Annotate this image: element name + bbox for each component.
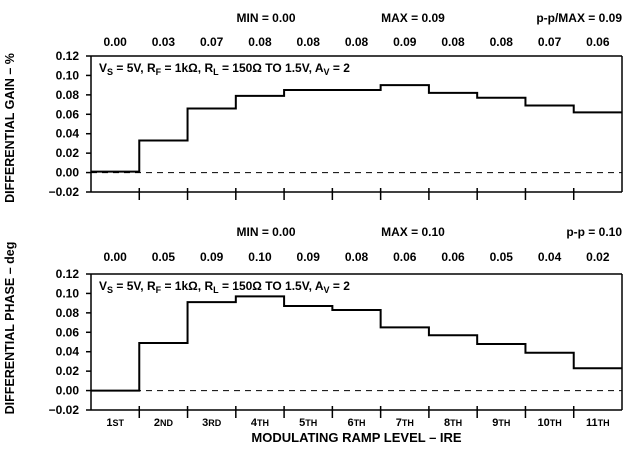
step-value-label: 0.09 — [393, 35, 417, 49]
x-tick-label: 7TH — [396, 417, 414, 429]
step-value-label: 0.04 — [538, 250, 562, 264]
y-tick-label: 0.06 — [56, 107, 80, 121]
step-value-label: 0.06 — [393, 250, 417, 264]
y-tick-label: 0.06 — [56, 325, 80, 339]
step-value-label: 0.10 — [248, 250, 272, 264]
step-value-label: 0.06 — [441, 250, 465, 264]
stats-min-label: MIN = 0.00 — [236, 225, 295, 239]
step-value-label: 0.09 — [200, 250, 224, 264]
step-value-label: 0.07 — [200, 35, 224, 49]
y-tick-label: 0.08 — [56, 88, 80, 102]
x-tick-label: 10TH — [537, 417, 561, 429]
condition-text: VS = 5V, RF = 1kΩ, RL = 150Ω TO 1.5V, AV… — [99, 279, 350, 295]
step-value-label: 0.05 — [490, 250, 514, 264]
step-value-label: 0.08 — [345, 35, 369, 49]
x-tick-label: 8TH — [444, 417, 462, 429]
step-value-label: 0.07 — [538, 35, 562, 49]
step-value-label: 0.08 — [297, 35, 321, 49]
x-tick-label: 11TH — [586, 417, 610, 429]
step-value-label: 0.08 — [490, 35, 514, 49]
x-tick-label: 9TH — [492, 417, 510, 429]
y-tick-label: 0.12 — [56, 49, 80, 63]
stats-max-label: MAX = 0.09 — [381, 11, 445, 25]
y-tick-label: 0.02 — [56, 364, 80, 378]
y-tick-label: 0.04 — [56, 127, 80, 141]
y-tick-label: 0.00 — [56, 166, 80, 180]
x-tick-label: 4TH — [251, 417, 269, 429]
y-tick-label: −0.02 — [49, 185, 80, 199]
step-value-label: 0.08 — [441, 35, 465, 49]
y-tick-label: 0.02 — [56, 146, 80, 160]
step-trace-line — [91, 295, 622, 392]
condition-text: VS = 5V, RF = 1kΩ, RL = 150Ω TO 1.5V, AV… — [99, 61, 350, 77]
y-tick-label: 0.10 — [56, 286, 80, 300]
stats-pp-label: p-p = 0.10 — [566, 225, 622, 239]
x-tick-label: 6TH — [347, 417, 365, 429]
step-value-label: 0.00 — [103, 250, 127, 264]
y-axis-label: DIFFERENTIAL GAIN – % — [3, 53, 17, 203]
step-value-label: 0.02 — [586, 250, 610, 264]
step-value-label: 0.05 — [152, 250, 176, 264]
x-axis-label: MODULATING RAMP LEVEL – IRE — [251, 430, 462, 445]
step-value-label: 0.08 — [248, 35, 272, 49]
step-value-label: 0.08 — [345, 250, 369, 264]
stats-pp-label: p-p/MAX = 0.09 — [536, 11, 622, 25]
step-value-label: 0.00 — [103, 35, 127, 49]
x-tick-label: 1ST — [106, 417, 124, 429]
x-tick-label: 3RD — [202, 417, 222, 429]
step-value-label: 0.03 — [152, 35, 176, 49]
stats-max-label: MAX = 0.10 — [381, 225, 445, 239]
step-value-label: 0.06 — [586, 35, 610, 49]
y-tick-label: 0.08 — [56, 306, 80, 320]
stats-min-label: MIN = 0.00 — [236, 11, 295, 25]
step-value-label: 0.09 — [297, 250, 321, 264]
x-tick-label: 2ND — [154, 417, 174, 429]
y-tick-label: 0.00 — [56, 384, 80, 398]
y-axis-label: DIFFERENTIAL PHASE – deg — [3, 242, 17, 415]
condition-box — [92, 275, 484, 297]
y-tick-label: 0.10 — [56, 68, 80, 82]
y-tick-label: 0.12 — [56, 267, 80, 281]
condition-box — [92, 57, 484, 79]
y-tick-label: −0.02 — [49, 403, 80, 417]
y-tick-label: 0.04 — [56, 345, 80, 359]
step-trace-line — [91, 84, 622, 173]
x-tick-label: 5TH — [299, 417, 317, 429]
